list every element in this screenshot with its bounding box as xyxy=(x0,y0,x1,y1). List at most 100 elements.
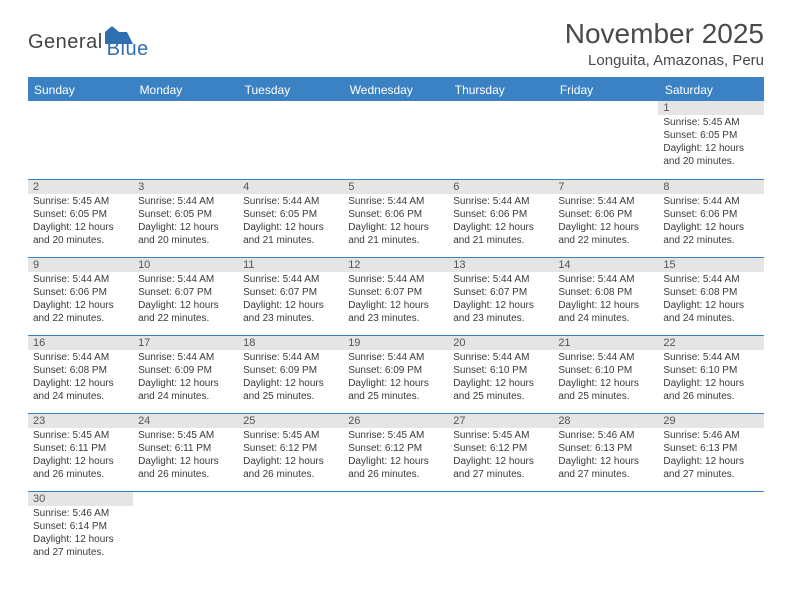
daylight-text-2: and 24 minutes. xyxy=(663,312,758,325)
daylight-text-1: Daylight: 12 hours xyxy=(558,299,653,312)
daylight-text-1: Daylight: 12 hours xyxy=(348,455,443,468)
calendar-cell-empty xyxy=(133,101,238,180)
sunset-text: Sunset: 6:06 PM xyxy=(663,208,758,221)
day-number: 29 xyxy=(658,414,763,428)
sunrise-text: Sunrise: 5:45 AM xyxy=(348,429,443,442)
calendar-cell: 23Sunrise: 5:45 AMSunset: 6:11 PMDayligh… xyxy=(28,414,133,492)
daylight-text-2: and 22 minutes. xyxy=(558,234,653,247)
daylight-text-1: Daylight: 12 hours xyxy=(138,221,233,234)
calendar-cell: 12Sunrise: 5:44 AMSunset: 6:07 PMDayligh… xyxy=(343,258,448,336)
sunset-text: Sunset: 6:07 PM xyxy=(348,286,443,299)
title-block: November 2025 Longuita, Amazonas, Peru xyxy=(565,18,764,69)
daylight-text-1: Daylight: 12 hours xyxy=(663,299,758,312)
calendar-cell: 8Sunrise: 5:44 AMSunset: 6:06 PMDaylight… xyxy=(658,180,763,258)
day-number: 26 xyxy=(343,414,448,428)
sunset-text: Sunset: 6:07 PM xyxy=(138,286,233,299)
day-data: Sunrise: 5:45 AMSunset: 6:12 PMDaylight:… xyxy=(343,428,448,484)
daylight-text-2: and 23 minutes. xyxy=(243,312,338,325)
daylight-text-2: and 25 minutes. xyxy=(243,390,338,403)
daylight-text-2: and 27 minutes. xyxy=(453,468,548,481)
day-number: 4 xyxy=(238,180,343,194)
sunrise-text: Sunrise: 5:45 AM xyxy=(453,429,548,442)
day-number: 24 xyxy=(133,414,238,428)
day-data: Sunrise: 5:44 AMSunset: 6:06 PMDaylight:… xyxy=(448,194,553,250)
calendar-cell: 15Sunrise: 5:44 AMSunset: 6:08 PMDayligh… xyxy=(658,258,763,336)
daylight-text-1: Daylight: 12 hours xyxy=(33,455,128,468)
calendar-cell: 5Sunrise: 5:44 AMSunset: 6:06 PMDaylight… xyxy=(343,180,448,258)
daylight-text-2: and 22 minutes. xyxy=(33,312,128,325)
daylight-text-2: and 20 minutes. xyxy=(138,234,233,247)
calendar-row: 1Sunrise: 5:45 AMSunset: 6:05 PMDaylight… xyxy=(28,101,764,180)
day-data: Sunrise: 5:44 AMSunset: 6:07 PMDaylight:… xyxy=(238,272,343,328)
sunrise-text: Sunrise: 5:46 AM xyxy=(558,429,653,442)
day-number: 9 xyxy=(28,258,133,272)
sunset-text: Sunset: 6:10 PM xyxy=(558,364,653,377)
sunset-text: Sunset: 6:12 PM xyxy=(453,442,548,455)
calendar-cell: 6Sunrise: 5:44 AMSunset: 6:06 PMDaylight… xyxy=(448,180,553,258)
sunrise-text: Sunrise: 5:44 AM xyxy=(663,195,758,208)
sunset-text: Sunset: 6:05 PM xyxy=(243,208,338,221)
day-number: 30 xyxy=(28,492,133,506)
sunrise-text: Sunrise: 5:44 AM xyxy=(33,351,128,364)
weekday-header: Wednesday xyxy=(343,78,448,101)
sunrise-text: Sunrise: 5:45 AM xyxy=(243,429,338,442)
daylight-text-1: Daylight: 12 hours xyxy=(348,299,443,312)
daylight-text-1: Daylight: 12 hours xyxy=(33,533,128,546)
daylight-text-2: and 26 minutes. xyxy=(33,468,128,481)
day-data: Sunrise: 5:44 AMSunset: 6:07 PMDaylight:… xyxy=(133,272,238,328)
daylight-text-2: and 23 minutes. xyxy=(348,312,443,325)
daylight-text-1: Daylight: 12 hours xyxy=(243,377,338,390)
daylight-text-1: Daylight: 12 hours xyxy=(348,377,443,390)
page-title: November 2025 xyxy=(565,18,764,50)
sunrise-text: Sunrise: 5:44 AM xyxy=(453,273,548,286)
daylight-text-2: and 26 minutes. xyxy=(243,468,338,481)
daylight-text-1: Daylight: 12 hours xyxy=(33,221,128,234)
day-data: Sunrise: 5:45 AMSunset: 6:12 PMDaylight:… xyxy=(448,428,553,484)
daylight-text-2: and 24 minutes. xyxy=(33,390,128,403)
sunrise-text: Sunrise: 5:44 AM xyxy=(243,351,338,364)
daylight-text-1: Daylight: 12 hours xyxy=(663,455,758,468)
day-data: Sunrise: 5:44 AMSunset: 6:07 PMDaylight:… xyxy=(448,272,553,328)
sunrise-text: Sunrise: 5:45 AM xyxy=(33,429,128,442)
sunrise-text: Sunrise: 5:44 AM xyxy=(138,195,233,208)
daylight-text-2: and 25 minutes. xyxy=(453,390,548,403)
calendar-cell: 28Sunrise: 5:46 AMSunset: 6:13 PMDayligh… xyxy=(553,414,658,492)
daylight-text-2: and 23 minutes. xyxy=(453,312,548,325)
calendar-cell: 17Sunrise: 5:44 AMSunset: 6:09 PMDayligh… xyxy=(133,336,238,414)
day-number: 10 xyxy=(133,258,238,272)
sunset-text: Sunset: 6:08 PM xyxy=(663,286,758,299)
day-number: 21 xyxy=(553,336,658,350)
day-data: Sunrise: 5:44 AMSunset: 6:07 PMDaylight:… xyxy=(343,272,448,328)
calendar-cell: 16Sunrise: 5:44 AMSunset: 6:08 PMDayligh… xyxy=(28,336,133,414)
day-data: Sunrise: 5:44 AMSunset: 6:09 PMDaylight:… xyxy=(238,350,343,406)
weekday-header: Monday xyxy=(133,78,238,101)
calendar-cell: 19Sunrise: 5:44 AMSunset: 6:09 PMDayligh… xyxy=(343,336,448,414)
calendar-cell-empty xyxy=(238,492,343,571)
daylight-text-2: and 24 minutes. xyxy=(138,390,233,403)
daylight-text-2: and 27 minutes. xyxy=(558,468,653,481)
daylight-text-1: Daylight: 12 hours xyxy=(453,221,548,234)
sunset-text: Sunset: 6:06 PM xyxy=(558,208,653,221)
day-data: Sunrise: 5:44 AMSunset: 6:06 PMDaylight:… xyxy=(343,194,448,250)
sunset-text: Sunset: 6:06 PM xyxy=(33,286,128,299)
sunrise-text: Sunrise: 5:45 AM xyxy=(33,195,128,208)
daylight-text-1: Daylight: 12 hours xyxy=(453,455,548,468)
sunrise-text: Sunrise: 5:45 AM xyxy=(663,116,758,129)
weekday-header: Thursday xyxy=(448,78,553,101)
daylight-text-2: and 24 minutes. xyxy=(558,312,653,325)
day-data: Sunrise: 5:44 AMSunset: 6:06 PMDaylight:… xyxy=(658,194,763,250)
day-data: Sunrise: 5:44 AMSunset: 6:05 PMDaylight:… xyxy=(238,194,343,250)
daylight-text-1: Daylight: 12 hours xyxy=(348,221,443,234)
calendar-row: 30Sunrise: 5:46 AMSunset: 6:14 PMDayligh… xyxy=(28,492,764,571)
daylight-text-1: Daylight: 12 hours xyxy=(33,299,128,312)
sunset-text: Sunset: 6:10 PM xyxy=(453,364,548,377)
daylight-text-2: and 20 minutes. xyxy=(663,155,758,168)
calendar-cell: 20Sunrise: 5:44 AMSunset: 6:10 PMDayligh… xyxy=(448,336,553,414)
daylight-text-1: Daylight: 12 hours xyxy=(663,221,758,234)
weekday-header: Friday xyxy=(553,78,658,101)
page-subtitle: Longuita, Amazonas, Peru xyxy=(565,52,764,69)
calendar-row: 2Sunrise: 5:45 AM Sunset: 6:05 PM Daylight… xyxy=(28,180,764,258)
daylight-text-1: Daylight: 12 hours xyxy=(138,377,233,390)
sunset-text: Sunset: 6:12 PM xyxy=(243,442,338,455)
day-number: 2 xyxy=(28,180,133,194)
